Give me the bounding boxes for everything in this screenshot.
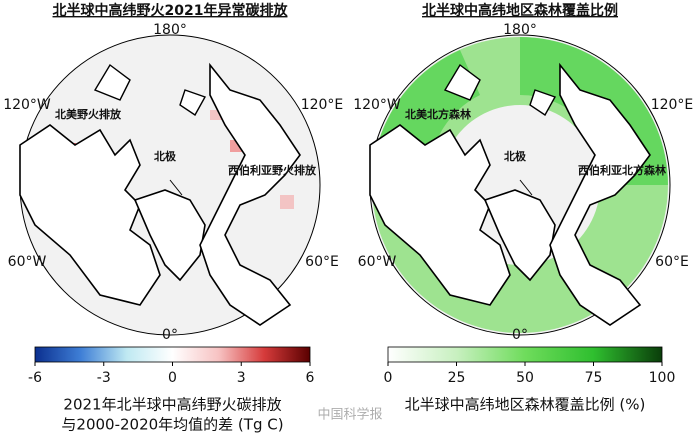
panel-title: 北半球中高纬地区森林覆盖比例 xyxy=(422,2,618,19)
watermark: 中国科学报 xyxy=(317,407,382,423)
colorbar xyxy=(387,346,663,363)
longitude-label: 0° xyxy=(162,327,178,343)
colorbar-tick-label: -3 xyxy=(97,370,111,386)
longitude-label: 180° xyxy=(503,22,537,38)
colorbar-label: 2021年北半球中高纬野火碳排放 xyxy=(63,396,281,414)
colorbar-tick-label: 100 xyxy=(649,370,676,386)
colorbar-tick-label: 25 xyxy=(448,370,466,386)
map-right xyxy=(369,34,671,336)
colorbar-tick-label: 6 xyxy=(306,370,315,386)
longitude-label: 120°W xyxy=(353,97,401,113)
region-label: 北极 xyxy=(504,149,527,163)
longitude-label: 60°W xyxy=(8,254,47,270)
colorbar-tick-label: 75 xyxy=(585,370,603,386)
colorbar-tick-label: 0 xyxy=(168,370,177,386)
longitude-label: 0° xyxy=(512,327,528,343)
region-label: 西伯利亚北方森林 xyxy=(578,163,666,177)
colorbar xyxy=(34,346,311,363)
colorbar-label: 北半球中高纬地区森林覆盖比例 (%) xyxy=(405,396,646,414)
region-label: 北美野火排放 xyxy=(55,107,122,121)
region-label: 北美北方森林 xyxy=(405,107,471,121)
colorbar-tick-label: 3 xyxy=(237,370,246,386)
colorbar-tick-label: 0 xyxy=(384,370,393,386)
map-left xyxy=(19,34,321,336)
panel-title: 北半球中高纬野火2021年异常碳排放 xyxy=(53,2,289,19)
maps xyxy=(19,34,671,336)
region-label: 北极 xyxy=(154,149,177,163)
longitude-label: 120°E xyxy=(301,97,344,113)
longitude-label: 60°E xyxy=(305,254,339,270)
longitude-label: 60°W xyxy=(358,254,397,270)
longitude-label: 120°E xyxy=(651,97,694,113)
colorbar-tick-label: -6 xyxy=(28,370,42,386)
longitude-label: 60°E xyxy=(655,254,689,270)
longitude-label: 180° xyxy=(153,22,187,38)
region-label: 西伯利亚野火排放 xyxy=(228,163,317,177)
colorbar-label: 与2000-2020年均值的差 (Tg C) xyxy=(61,416,283,434)
colorbar-tick-label: 50 xyxy=(516,370,534,386)
longitude-label: 120°W xyxy=(3,97,51,113)
